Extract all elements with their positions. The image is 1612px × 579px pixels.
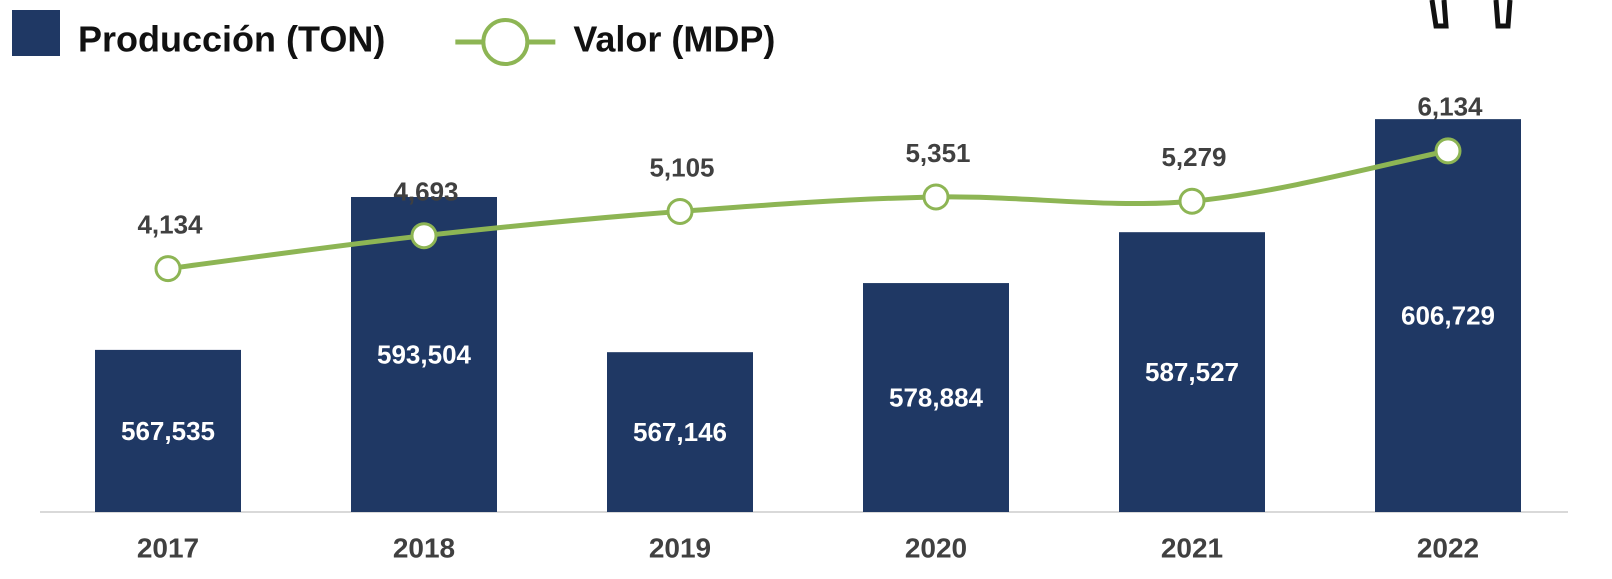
x-tick-label: 2018 xyxy=(393,532,455,563)
bar-value-label: 567,535 xyxy=(121,416,215,446)
bar xyxy=(95,349,241,512)
legend-marker xyxy=(481,18,530,66)
legend-label: Valor (MDP) xyxy=(573,19,775,60)
legend-label: Producción (TON) xyxy=(78,19,385,60)
bar xyxy=(1119,232,1265,512)
line xyxy=(167,148,1449,272)
bar xyxy=(1375,119,1521,513)
line-marker xyxy=(922,183,950,211)
line-value-label: 6,134 xyxy=(1417,92,1483,122)
line-marker xyxy=(1434,137,1462,165)
line-value-label: 5,105 xyxy=(649,152,714,182)
bar-value-label: 587,527 xyxy=(1145,357,1239,387)
bar xyxy=(863,283,1009,512)
bar xyxy=(607,352,753,512)
line-marker xyxy=(666,197,694,225)
line-value-label: 5,351 xyxy=(905,138,970,168)
x-tick-label: 2017 xyxy=(137,532,199,563)
line-value-label: 4,693 xyxy=(393,177,458,207)
bar-value-label: 578,884 xyxy=(889,382,984,412)
x-tick-label: 2019 xyxy=(649,532,711,563)
legend-swatch xyxy=(12,10,60,56)
line-value-label: 5,279 xyxy=(1161,142,1226,172)
bar xyxy=(351,196,497,513)
line-marker xyxy=(1178,187,1206,215)
x-tick-label: 2022 xyxy=(1417,532,1479,563)
bar-value-label: 606,729 xyxy=(1401,300,1495,330)
line-marker xyxy=(154,255,182,283)
bar-value-label: 567,146 xyxy=(633,417,727,447)
line-marker xyxy=(410,222,438,250)
bar-value-label: 593,504 xyxy=(377,339,472,369)
line-value-label: 4,134 xyxy=(137,209,203,239)
x-tick-label: 2020 xyxy=(905,532,967,563)
logo-fragment xyxy=(1429,0,1513,29)
x-tick-label: 2021 xyxy=(1161,532,1223,563)
